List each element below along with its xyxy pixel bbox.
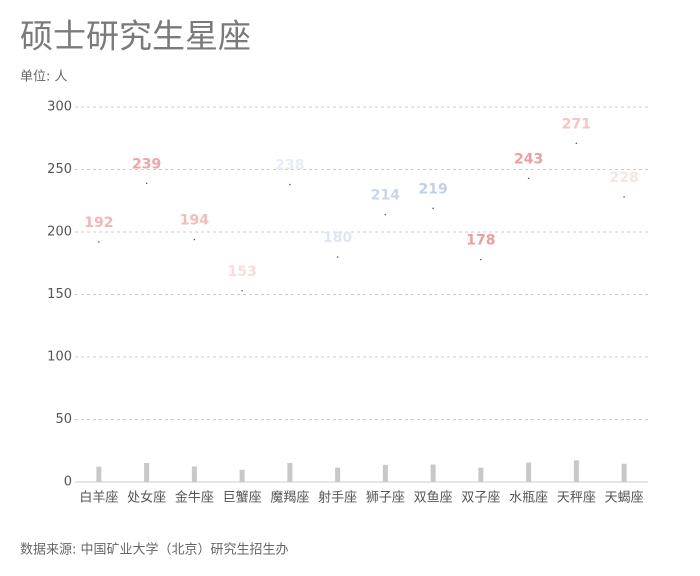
dot: [527, 177, 530, 180]
x-tick-label: 天秤座: [557, 491, 596, 506]
dot: [241, 289, 243, 292]
bar: [478, 467, 484, 482]
x-tick-label: 射手座: [318, 490, 357, 506]
source: 数据来源: 中国矿业大学（北京）研究生招生办: [20, 542, 289, 558]
data-label: 238: [275, 158, 304, 174]
y-tick-label: 250: [47, 162, 72, 177]
y-tick-label: 100: [47, 350, 72, 365]
x-tick-label: 魔羯座: [270, 491, 309, 506]
x-tick-label: 狮子座: [366, 491, 405, 506]
y-tick-label: 50: [55, 412, 72, 427]
x-tick-label: 巨蟹座: [223, 491, 262, 506]
dot: [432, 207, 434, 210]
bar: [287, 462, 293, 482]
data-label: 178: [466, 233, 495, 249]
dot: [575, 142, 578, 145]
y-tick-label: 150: [47, 287, 72, 302]
bar: [526, 462, 532, 482]
dot: [289, 183, 291, 186]
x-tick-label: 水瓶座: [509, 491, 548, 506]
data-label: 153: [228, 264, 257, 280]
bar: [382, 464, 388, 482]
y-tick-label: 0: [64, 475, 72, 490]
data-label: 228: [610, 170, 639, 186]
bar: [335, 467, 341, 482]
y-tick-label: 200: [47, 225, 72, 240]
dot: [98, 241, 100, 243]
data-label: 194: [180, 213, 209, 229]
dot: [145, 182, 148, 185]
dot: [384, 213, 387, 216]
dot: [623, 196, 625, 198]
data-label: 239: [132, 156, 161, 172]
x-tick-label: 双鱼座: [414, 490, 453, 506]
x-tick-label: 双子座: [461, 491, 500, 506]
bar: [191, 466, 197, 482]
bar: [430, 464, 436, 482]
data-label: 219: [419, 181, 448, 197]
unit-label: 单位: 人: [20, 70, 68, 85]
x-tick-label: 白羊座: [79, 490, 118, 506]
bar: [621, 463, 627, 482]
data-label: 192: [84, 215, 113, 231]
bar: [573, 460, 579, 482]
dot: [336, 256, 339, 258]
bar: [239, 469, 245, 482]
data-label: 214: [371, 188, 400, 204]
bar: [96, 466, 102, 482]
bar: [144, 462, 150, 482]
data-label: 243: [514, 151, 543, 167]
x-tick-label: 天蝎座: [605, 491, 644, 506]
y-tick-label: 300: [47, 100, 72, 115]
data-label: 271: [562, 116, 591, 132]
x-tick-label: 金牛座: [175, 490, 214, 506]
dot: [480, 258, 482, 261]
dot: [193, 238, 196, 241]
data-label: 180: [323, 230, 352, 246]
x-tick-label: 处女座: [127, 490, 166, 506]
chart-title: 硕士研究生星座: [20, 17, 251, 56]
